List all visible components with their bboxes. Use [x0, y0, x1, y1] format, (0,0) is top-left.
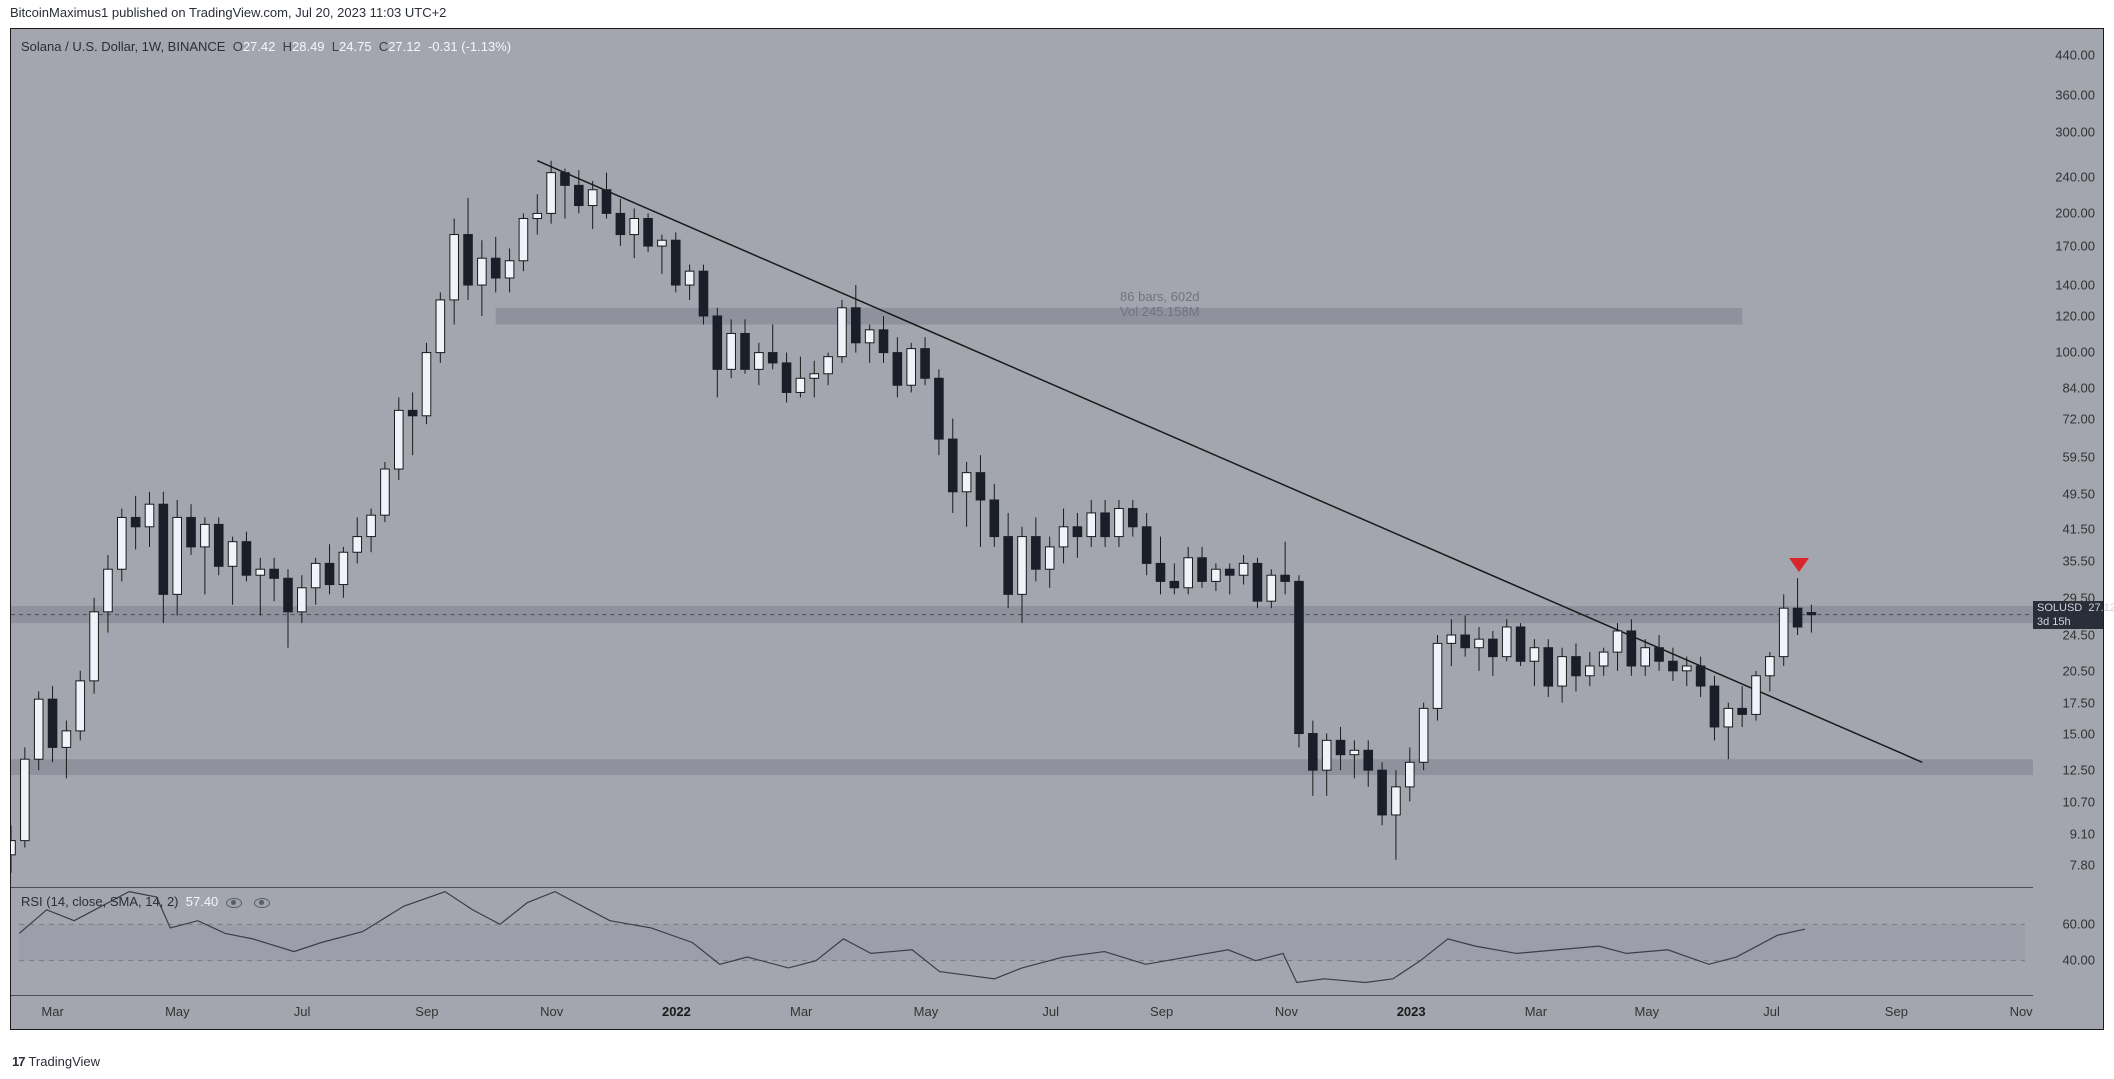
- footer-brand: 17 TradingView: [12, 1054, 100, 1069]
- rsi-info: RSI (14, close, SMA, 14, 2) 57.40: [21, 894, 274, 909]
- eye-icon[interactable]: [254, 898, 270, 908]
- y-tick: 120.00: [2055, 308, 2095, 323]
- y-tick: 360.00: [2055, 88, 2095, 103]
- symbol-info: Solana / U.S. Dollar, 1W, BINANCE O27.42…: [21, 39, 511, 54]
- y-tick: 29.50: [2062, 590, 2095, 605]
- ohlc-open: 27.42: [243, 39, 276, 54]
- x-tick: May: [914, 1004, 939, 1019]
- rsi-y-tick: 40.00: [2062, 953, 2095, 968]
- y-tick: 300.00: [2055, 124, 2095, 139]
- y-tick: 100.00: [2055, 345, 2095, 360]
- publish-header: BitcoinMaximus1 published on TradingView…: [10, 5, 446, 20]
- x-tick: May: [165, 1004, 190, 1019]
- rsi-y-tick: 60.00: [2062, 916, 2095, 931]
- ohlc-high: 28.49: [292, 39, 325, 54]
- y-tick: 140.00: [2055, 277, 2095, 292]
- x-tick: May: [1635, 1004, 1660, 1019]
- ohlc-change: -0.31: [428, 39, 458, 54]
- eye-icon[interactable]: [226, 898, 242, 908]
- price-chart-svg: [11, 29, 2033, 887]
- y-tick: 12.50: [2062, 763, 2095, 778]
- rsi-label: RSI (14, close, SMA, 14, 2): [21, 894, 179, 909]
- y-tick: 440.00: [2055, 47, 2095, 62]
- y-tick: 84.00: [2062, 380, 2095, 395]
- price-chart[interactable]: Solana / U.S. Dollar, 1W, BINANCE O27.42…: [11, 29, 2033, 887]
- y-tick: 35.50: [2062, 553, 2095, 568]
- anno-bars: 86 bars, 602d: [1120, 289, 1200, 304]
- x-tick: Mar: [1525, 1004, 1547, 1019]
- x-tick: Sep: [415, 1004, 438, 1019]
- publisher: BitcoinMaximus1: [10, 5, 108, 20]
- y-tick: 20.50: [2062, 664, 2095, 679]
- range-annotation: 86 bars, 602d Vol 245.158M: [1120, 289, 1200, 319]
- y-tick: 200.00: [2055, 206, 2095, 221]
- price-label-countdown: 3d 15h: [2037, 616, 2071, 628]
- x-tick: Nov: [2010, 1004, 2033, 1019]
- y-tick: 41.50: [2062, 522, 2095, 537]
- y-tick: 240.00: [2055, 169, 2095, 184]
- x-tick: Sep: [1150, 1004, 1173, 1019]
- x-tick: 2022: [662, 1004, 691, 1019]
- rsi-panel[interactable]: RSI (14, close, SMA, 14, 2) 57.40: [11, 887, 2033, 997]
- y-tick: 7.80: [2070, 858, 2095, 873]
- rsi-svg: [11, 888, 2033, 997]
- x-tick: Nov: [540, 1004, 563, 1019]
- y-tick: 49.50: [2062, 486, 2095, 501]
- x-tick: Jul: [294, 1004, 311, 1019]
- y-tick: 9.10: [2070, 827, 2095, 842]
- symbol-pair: Solana / U.S. Dollar, 1W, BINANCE: [21, 39, 225, 54]
- footer-brand-text: TradingView: [28, 1054, 100, 1069]
- x-tick: Jul: [1763, 1004, 1780, 1019]
- sell-arrow-icon: [1789, 558, 1809, 572]
- ohlc-change-pct: (-1.13%): [461, 39, 511, 54]
- published-on: published on TradingView.com,: [112, 5, 292, 20]
- x-tick: 2023: [1397, 1004, 1426, 1019]
- publish-ts: Jul 20, 2023 11:03 UTC+2: [295, 5, 446, 20]
- x-axis[interactable]: Mar May Jul Sep Nov 2022 Mar May Jul Sep Nov 2023 Ma…: [11, 995, 2033, 1029]
- x-tick: Mar: [790, 1004, 812, 1019]
- y-tick: 15.00: [2062, 726, 2095, 741]
- rsi-y-axis[interactable]: 60.00 40.00: [2033, 887, 2103, 997]
- x-tick: Sep: [1885, 1004, 1908, 1019]
- ohlc-close: 27.12: [388, 39, 421, 54]
- y-axis[interactable]: SOLUSD 27.12 3d 15h 440.00360.00300.0024…: [2033, 29, 2103, 887]
- anno-vol: Vol 245.158M: [1120, 304, 1200, 319]
- rsi-value: 57.40: [186, 894, 219, 909]
- ohlc-low: 24.75: [339, 39, 372, 54]
- tradingview-logo-icon: 17: [12, 1054, 24, 1069]
- chart-container: USD Solana / U.S. Dollar, 1W, BINANCE O2…: [10, 28, 2104, 1030]
- y-tick: 10.70: [2062, 794, 2095, 809]
- y-tick: 17.50: [2062, 695, 2095, 710]
- y-tick: 170.00: [2055, 238, 2095, 253]
- y-tick: 59.50: [2062, 449, 2095, 464]
- x-tick: Jul: [1042, 1004, 1059, 1019]
- y-tick: 72.00: [2062, 411, 2095, 426]
- x-tick: Mar: [41, 1004, 63, 1019]
- x-tick: Nov: [1275, 1004, 1298, 1019]
- y-tick: 24.50: [2062, 628, 2095, 643]
